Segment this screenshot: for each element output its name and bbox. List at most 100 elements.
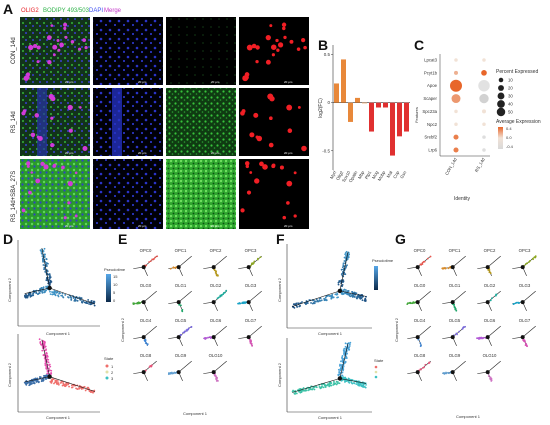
mini-point	[426, 257, 429, 260]
bar-gsn	[404, 102, 409, 132]
cell-point	[45, 355, 48, 358]
cell-point	[46, 265, 48, 267]
mini-point	[420, 344, 422, 346]
scale-bar-label: 20 μm	[65, 151, 74, 155]
dot-spc23a-rs_14d	[482, 109, 486, 114]
panel-f-state-title: State	[374, 358, 384, 363]
dot-scaper-con_14d	[451, 94, 461, 104]
legend-bodipy: BODIPY 493/503	[43, 8, 90, 14]
cell-point	[354, 296, 356, 298]
legend-dapi: DAPI	[89, 8, 103, 14]
cell-point	[48, 367, 50, 370]
feature-label: Npc2	[427, 122, 438, 127]
panel-d-pseudotime-plot: Component 2 Component 1 Pseudotime 15 10…	[7, 240, 126, 336]
cell-point	[305, 303, 307, 306]
cluster-label-olg5: OLG5	[175, 318, 187, 323]
cell-point	[70, 296, 73, 299]
cluster-label-olg9: OLG9	[175, 353, 187, 358]
olig2-cell	[287, 128, 293, 133]
mini-point	[526, 262, 529, 265]
merge-cell	[63, 216, 67, 220]
feature-label: Scaper	[423, 96, 437, 101]
cell-point	[49, 281, 52, 284]
cell-point	[307, 389, 310, 392]
mini-point	[167, 373, 170, 376]
cell-point	[41, 379, 44, 382]
mini-node	[246, 300, 251, 305]
mini-point	[454, 308, 457, 311]
mini-point	[154, 256, 157, 259]
olig2-cell	[297, 105, 301, 109]
cell-point	[45, 289, 48, 292]
cell-point	[79, 296, 81, 299]
pseudotime-legend-title: Pseudotime	[104, 267, 126, 272]
micrograph-bodipy-row1	[166, 17, 236, 85]
cell-point	[45, 286, 48, 289]
dot-npc2-rs_14d	[482, 122, 486, 127]
mini-point	[132, 302, 135, 305]
bar-myrf	[334, 83, 339, 103]
size-legend-value: 30	[508, 94, 513, 99]
cell-point	[45, 366, 48, 368]
cell-point	[341, 363, 344, 366]
panel-f-state-plot: Component 2 Component 1 State	[277, 338, 384, 420]
cell-point	[341, 271, 344, 273]
mini-node	[211, 265, 216, 270]
feature-label: Srebf2	[424, 135, 437, 140]
mini-node	[450, 370, 455, 375]
dot-npc2-con_14d	[454, 122, 458, 127]
cell-point	[353, 292, 356, 294]
mini-point	[424, 363, 427, 366]
scale-bar-label: 20 μm	[65, 80, 74, 84]
merge-cell	[21, 208, 26, 213]
panel-d-ylabel-top: Component 2	[7, 277, 12, 302]
mini-node	[176, 265, 181, 270]
cell-point	[323, 297, 326, 300]
cell-point	[84, 389, 87, 392]
cell-point	[299, 304, 301, 307]
cell-point	[361, 299, 364, 302]
panel-g-xlabel: Component 1	[456, 414, 481, 419]
cell-point	[28, 384, 31, 387]
olig2-cell	[262, 164, 268, 170]
merge-cell	[74, 171, 78, 175]
merge-cell	[33, 43, 38, 49]
x-label-sox10: Sox10	[341, 169, 352, 183]
olig2-cell	[240, 208, 245, 213]
cell-point	[358, 296, 361, 299]
cell-point	[29, 383, 32, 385]
cell-point	[364, 298, 367, 301]
cell-point	[41, 349, 44, 352]
dot-scaper-rs_14d	[479, 93, 489, 104]
mini-point	[224, 291, 226, 294]
size-legend-value: 10	[508, 78, 513, 83]
cluster-label-opc3: OPC3	[245, 248, 257, 253]
merge-cell	[34, 113, 40, 118]
panel-e-ylabel: Component 2	[120, 317, 125, 342]
cell-point	[70, 386, 73, 389]
bar-sox10	[348, 102, 353, 122]
size-legend-value: 40	[508, 102, 513, 107]
size-legend-title: Percent Expressed	[496, 69, 538, 75]
state-legend-title: State	[104, 356, 114, 361]
bar-plp1	[369, 102, 374, 132]
cell-point	[44, 364, 47, 366]
mini-point	[249, 339, 252, 342]
cell-point	[44, 374, 47, 377]
cell-point	[295, 392, 298, 395]
cell-point	[295, 302, 298, 305]
merge-cell	[82, 145, 88, 151]
x-label-gsn: Gsn	[399, 169, 408, 179]
cell-point	[355, 383, 358, 386]
panel-d-ylabel-bottom: Component 2	[7, 362, 12, 387]
cell-point	[362, 385, 365, 388]
olig2-cell	[282, 26, 286, 31]
cell-point	[301, 301, 303, 303]
cell-point	[347, 292, 350, 295]
cell-point	[48, 273, 51, 275]
cell-point	[334, 293, 337, 296]
mini-point	[423, 260, 426, 263]
state-2: 2	[111, 370, 114, 375]
olig2-cell	[279, 165, 284, 170]
cell-point	[57, 295, 60, 298]
